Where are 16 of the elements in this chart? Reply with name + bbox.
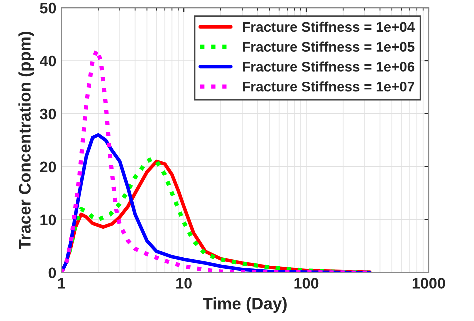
y-tick-label: 40 [40,56,56,67]
y-tick-label: 0 [48,268,56,279]
y-tick-label: 10 [40,214,56,226]
y-tick-label: 20 [40,162,56,173]
x-tick-label: 100 [294,278,319,289]
x-tick-label: 1000 [412,278,446,289]
x-axis-title: Time (Day) [203,298,287,314]
y-tick-label: 30 [40,108,56,120]
x-tick-label: 1 [58,278,66,289]
legend-label: Fracture Stiffness = 1e+06 [243,62,415,72]
y-tick-label: 50 [40,2,56,14]
x-tick-label: 10 [176,278,192,289]
legend-label: Fracture Stiffness = 1e+05 [243,42,415,52]
y-axis-title: Tracer Concentration (ppm) [18,32,34,250]
legend-label: Fracture Stiffness = 1e+04 [243,22,416,32]
legend-label: Fracture Stiffness = 1e+07 [243,82,414,92]
